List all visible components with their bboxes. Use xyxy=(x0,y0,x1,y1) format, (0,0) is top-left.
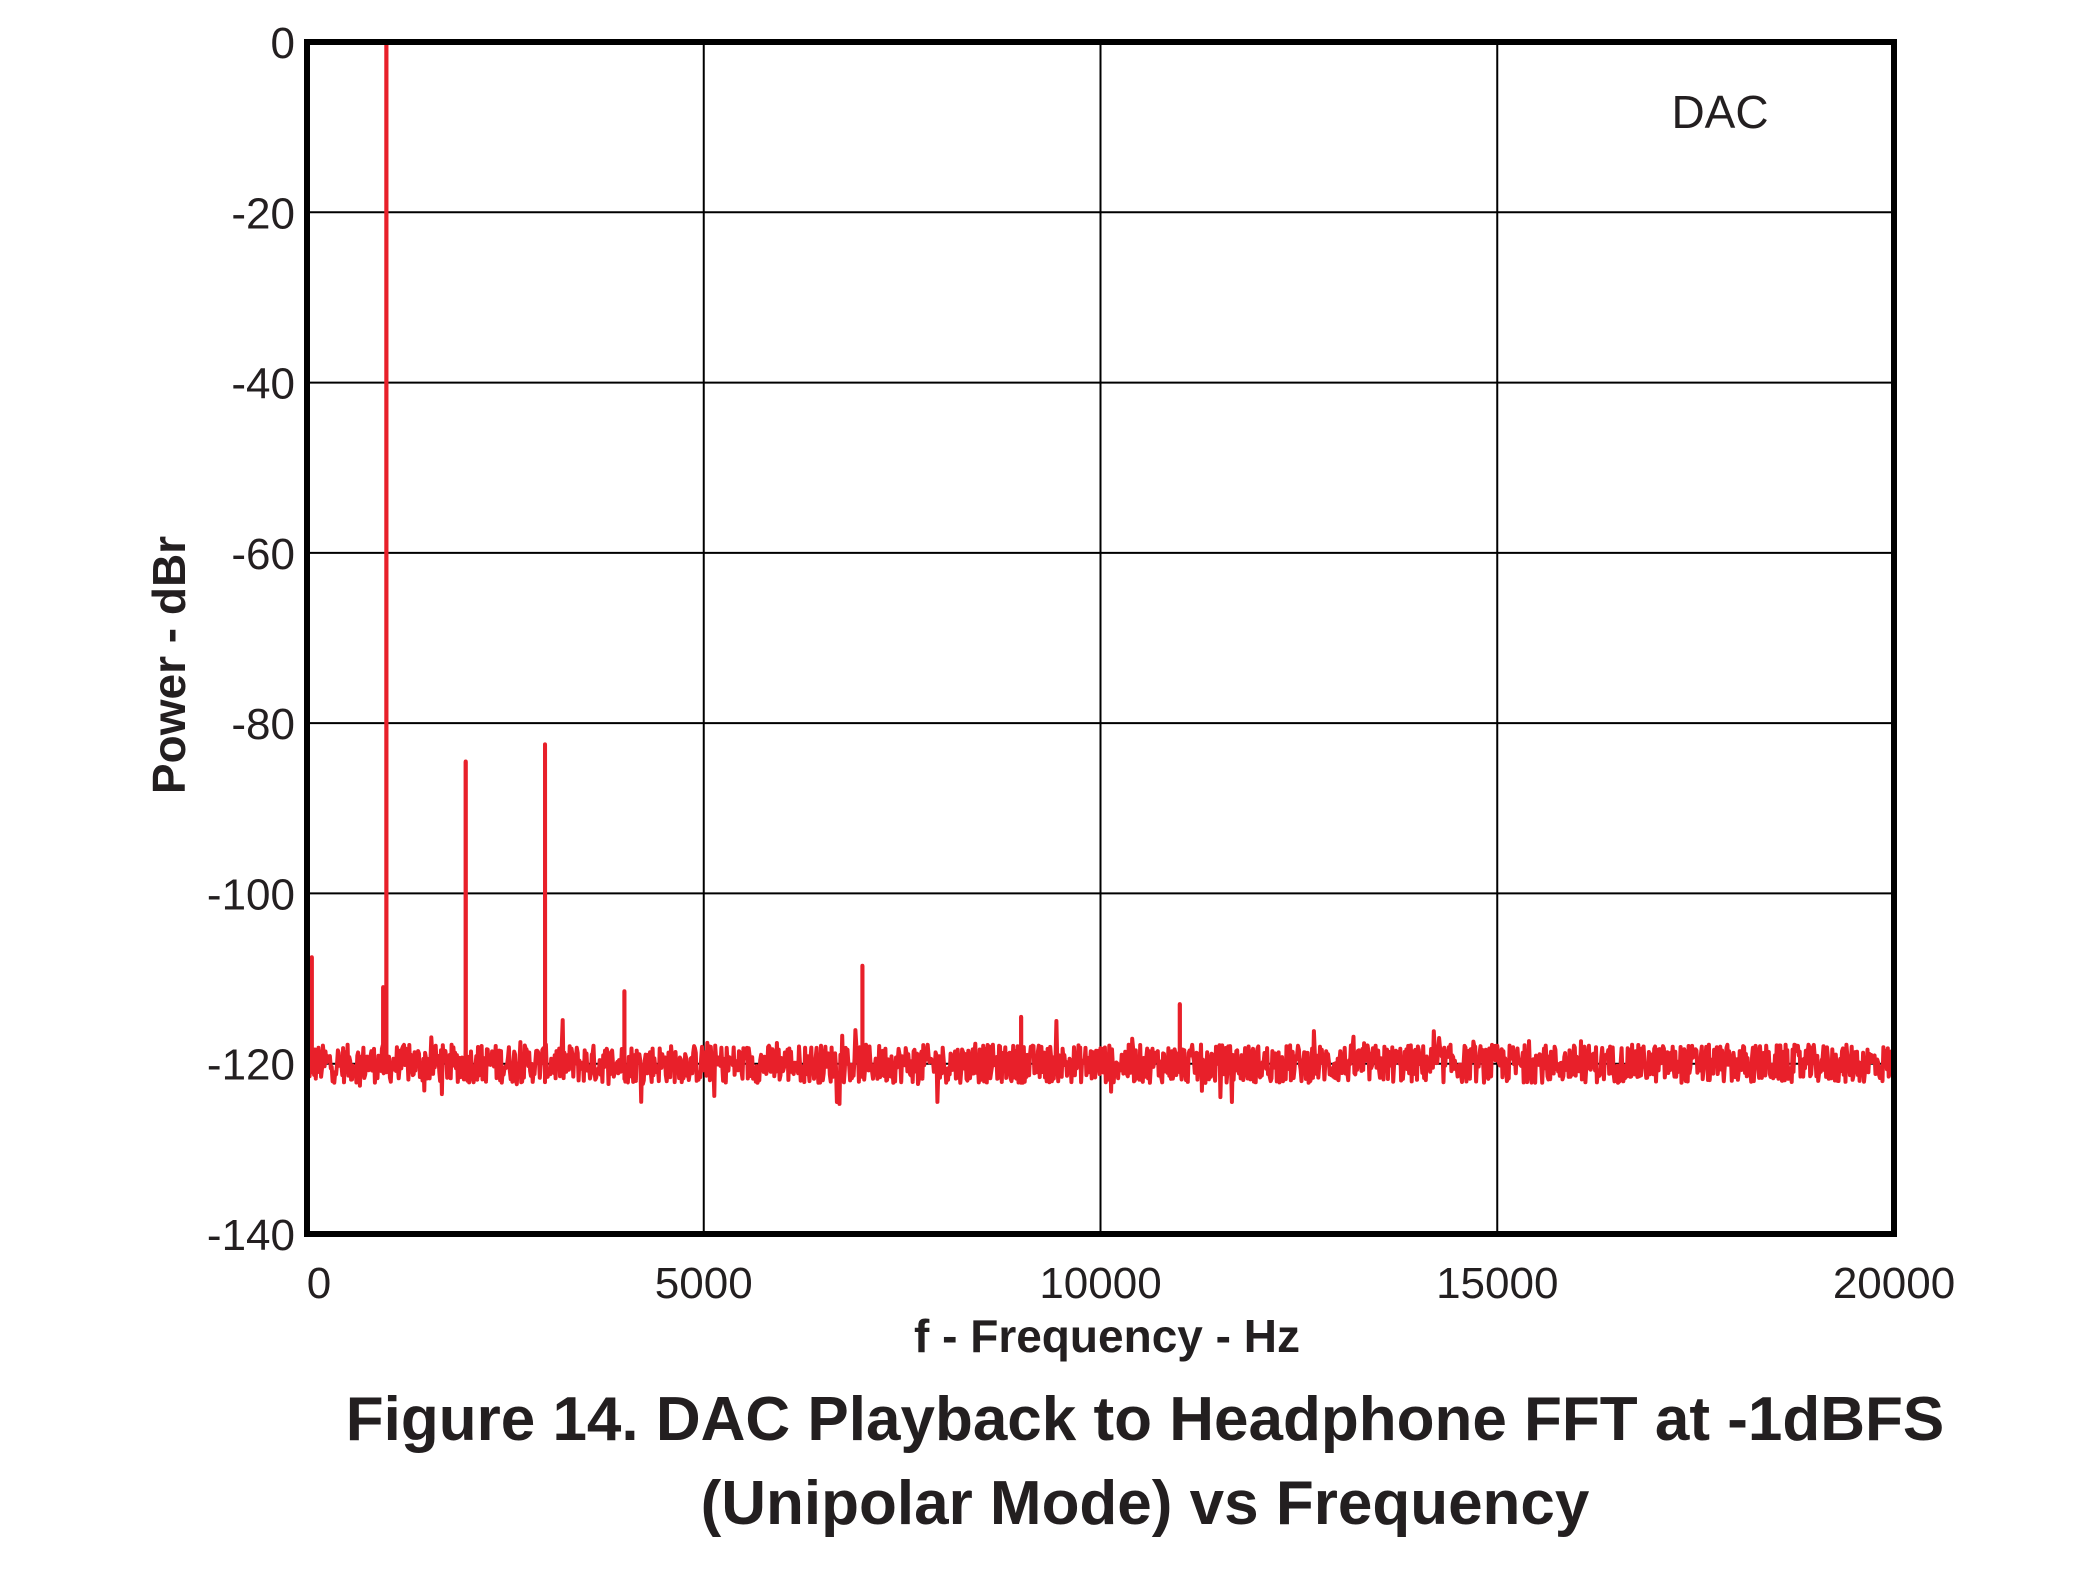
x-axis-title: f - Frequency - Hz xyxy=(914,1310,1300,1362)
plot-frame xyxy=(304,39,1897,1237)
caption-line-2: (Unipolar Mode) vs Frequency xyxy=(700,1469,1590,1538)
y-tick-label: -120 xyxy=(207,1041,295,1090)
fft-trace xyxy=(305,40,1896,1106)
y-tick-label: -20 xyxy=(231,189,295,238)
y-tick-label: -80 xyxy=(231,700,295,749)
y-tick-label: -40 xyxy=(231,360,295,409)
y-axis-title: Power - dBr xyxy=(143,536,195,794)
tick-labels: 0 5000 10000 15000 20000 0 -20 -40 -60 -80 -100 -12… xyxy=(207,19,1955,1308)
y-tick-label: -100 xyxy=(207,870,295,919)
trace-layer xyxy=(305,40,1896,1106)
figure-caption: Figure 14. DAC Playback to Headphone FFT… xyxy=(230,1378,2060,1546)
y-tick-label: -60 xyxy=(231,530,295,579)
x-tick-label: 5000 xyxy=(655,1259,753,1308)
y-tick-label: 0 xyxy=(271,19,295,68)
dac-annotation: DAC xyxy=(1671,86,1768,138)
caption-line-1: Figure 14. DAC Playback to Headphone FFT… xyxy=(345,1385,1945,1454)
x-tick-label: 20000 xyxy=(1833,1259,1955,1308)
x-tick-label: 0 xyxy=(307,1259,331,1308)
x-tick-label: 10000 xyxy=(1039,1259,1161,1308)
x-tick-label: 15000 xyxy=(1436,1259,1558,1308)
y-tick-label: -140 xyxy=(207,1211,295,1260)
